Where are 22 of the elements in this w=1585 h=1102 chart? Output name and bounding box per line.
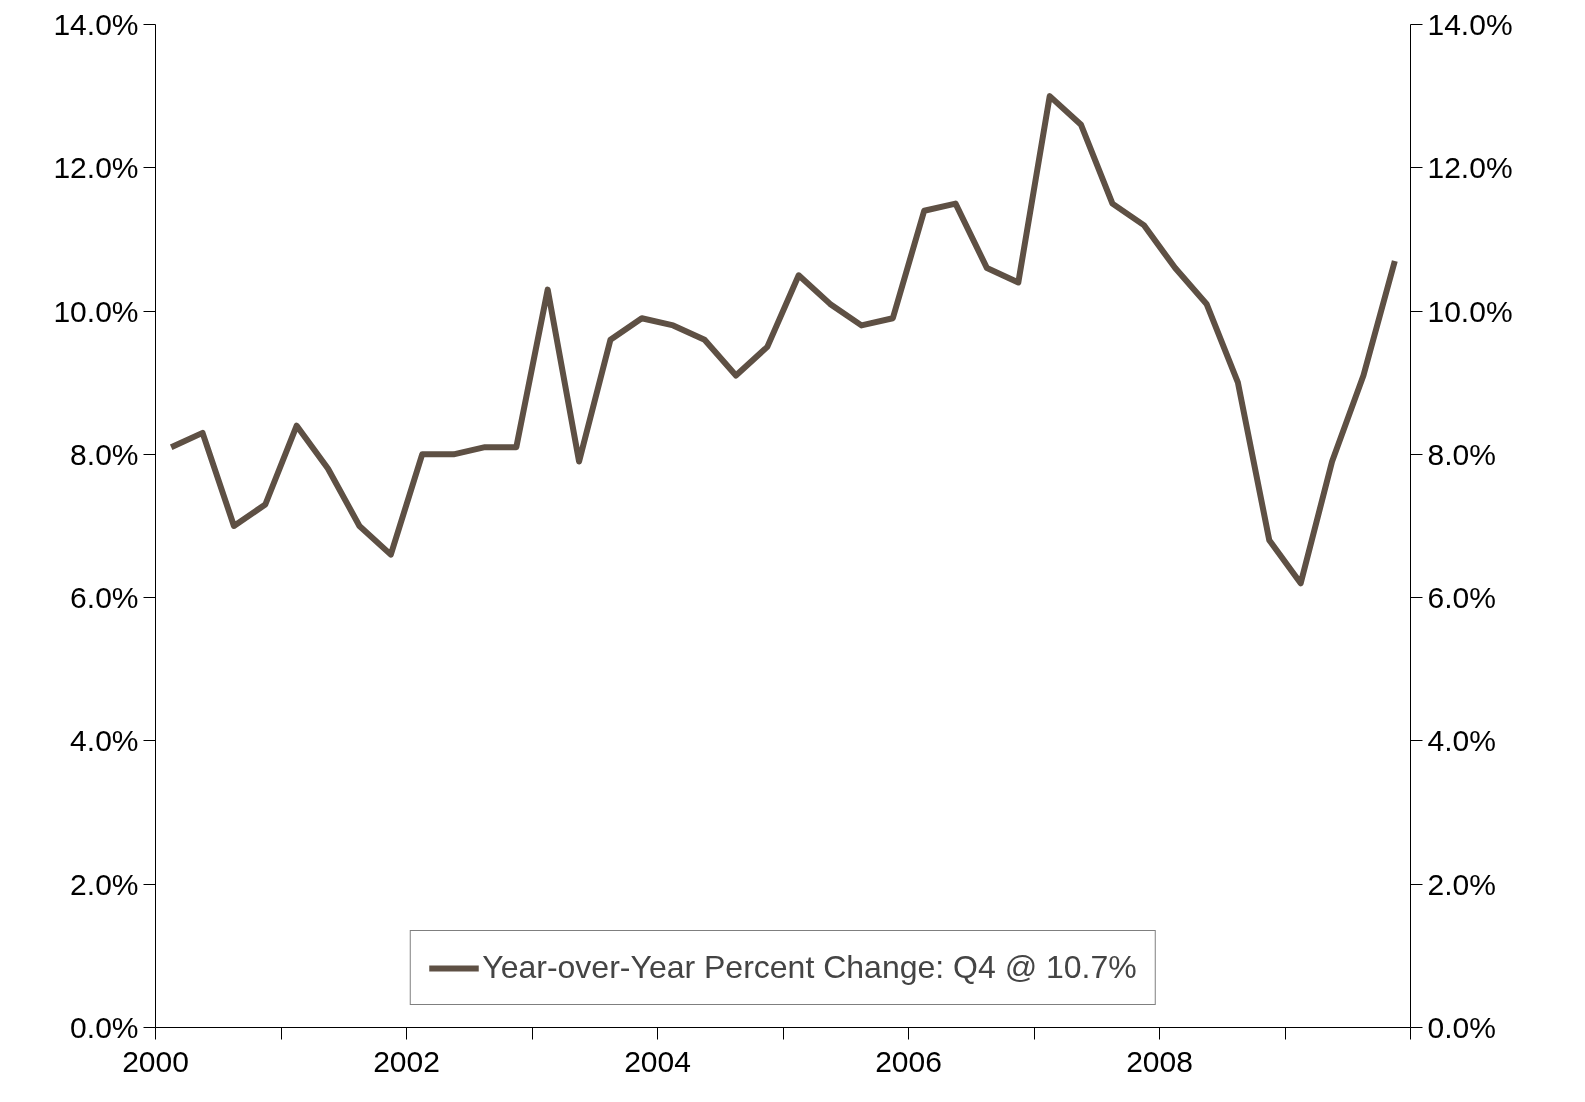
y2-tick-label: 12.0% xyxy=(1427,151,1513,185)
y-tick-label: 2.0% xyxy=(70,867,139,901)
x-tick-label: 2006 xyxy=(875,1044,942,1078)
y-tick-label: 14.0% xyxy=(53,8,139,41)
y-tick-label: 10.0% xyxy=(53,294,139,328)
legend-label: Year-over-Year Percent Change: Q4 @ 10.7% xyxy=(482,949,1137,986)
x-tick-label: 2004 xyxy=(624,1044,691,1078)
y2-tick-label: 4.0% xyxy=(1427,724,1496,758)
y-tick-label: 6.0% xyxy=(70,581,139,615)
x-tick-label: 2008 xyxy=(1126,1044,1193,1078)
y2-tick-label: 6.0% xyxy=(1427,581,1496,615)
y2-tick-label: 8.0% xyxy=(1427,437,1496,471)
y2-tick-label: 10.0% xyxy=(1427,294,1513,328)
x-tick-label: 2002 xyxy=(373,1044,440,1078)
y-tick-label: 12.0% xyxy=(53,151,139,185)
y-tick-label: 4.0% xyxy=(70,724,139,758)
y2-tick-label: 0.0% xyxy=(1427,1011,1496,1044)
y2-tick-label: 14.0% xyxy=(1427,8,1513,41)
y-tick-label: 0.0% xyxy=(70,1011,139,1044)
x-tick-label: 2000 xyxy=(122,1044,189,1078)
y2-tick-label: 2.0% xyxy=(1427,867,1496,901)
y-tick-label: 8.0% xyxy=(70,437,139,471)
